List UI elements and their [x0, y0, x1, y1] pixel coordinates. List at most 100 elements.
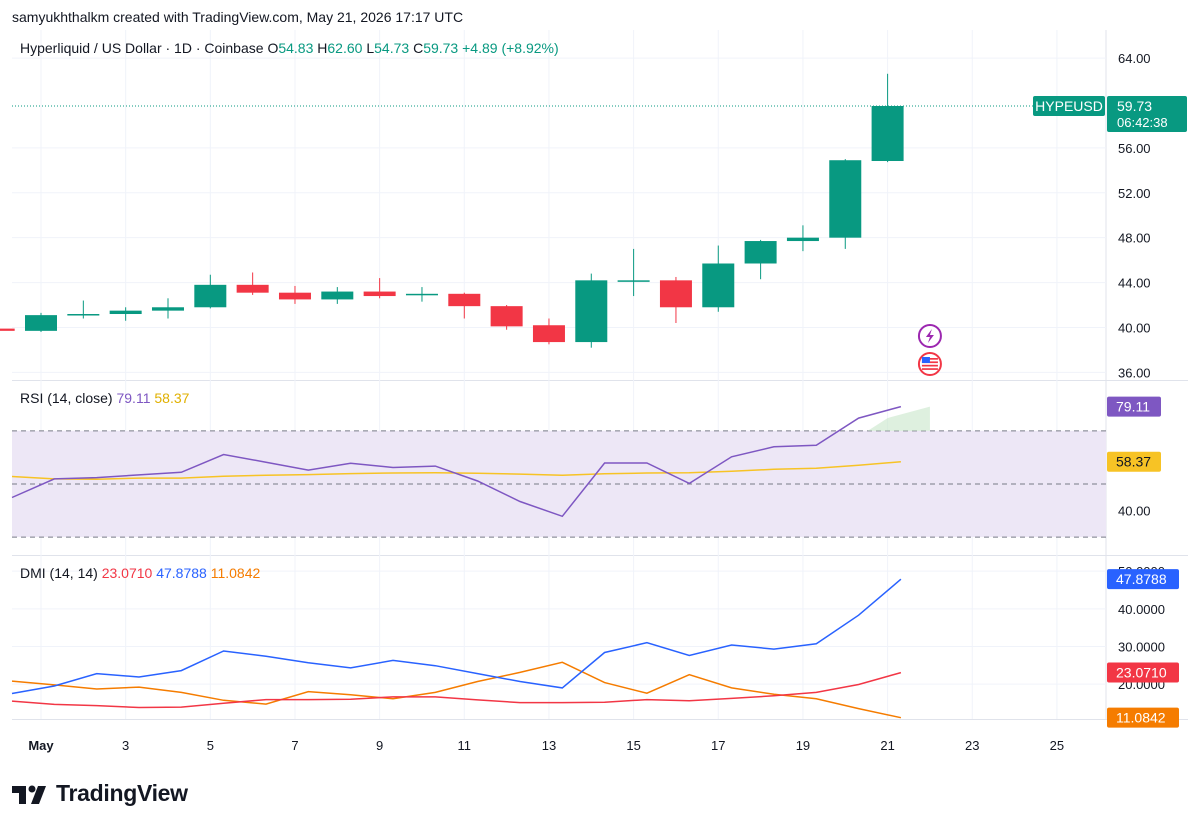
- price-legend-part: 54.73: [374, 40, 413, 56]
- dmi-axis-tick-label: 40.0000: [1118, 602, 1165, 617]
- candle-body: [744, 241, 777, 264]
- price-legend-part: C: [413, 40, 423, 56]
- candle-body: [109, 310, 142, 315]
- candle[interactable]: [405, 287, 438, 302]
- candle[interactable]: [490, 305, 523, 330]
- candle-body: [278, 292, 311, 300]
- rsi-ma-value-tag-label: 58.37: [1116, 454, 1151, 470]
- tradingview-logo-icon: [12, 785, 46, 804]
- price-legend-part: H: [317, 40, 327, 56]
- current-price-tag: [1107, 95, 1187, 132]
- rsi-value-tag-label: 79.11: [1116, 399, 1150, 415]
- bar-countdown: 06:42:38: [1117, 115, 1168, 130]
- candle[interactable]: [829, 159, 862, 249]
- candle-body: [25, 315, 57, 331]
- rsi-ma-value-tag: [1107, 451, 1161, 472]
- candle[interactable]: [0, 327, 15, 331]
- chart-canvas[interactable]: 64.00 56.00 52.00 48.00 44.00 40.00 36.00 May 3 5…: [0, 0, 1200, 780]
- candle-body: [702, 263, 735, 308]
- price-legend-part: L: [366, 40, 374, 56]
- us-flag-event-icon[interactable]: [917, 352, 942, 376]
- ticker-tag: [1033, 95, 1105, 116]
- price-axis-tick-label: 44.00: [1118, 276, 1151, 291]
- rsi-axis-tick-label: 40.00: [1118, 504, 1151, 519]
- dmi-legend-part: 23.0710: [102, 565, 157, 581]
- lightning-glyph: [925, 329, 934, 343]
- candle[interactable]: [744, 239, 777, 280]
- us-flag-circle: [917, 352, 942, 376]
- candle-body: [617, 280, 650, 282]
- candle-body: [67, 314, 100, 316]
- flag-stripe: [921, 368, 938, 370]
- price-legend-part: +4.89 (+8.92%): [462, 40, 559, 56]
- candle-body: [448, 293, 481, 307]
- candle[interactable]: [25, 312, 57, 332]
- candle[interactable]: [363, 278, 396, 299]
- price-legend-part: 62.60: [327, 40, 366, 56]
- time-axis-label: 9: [376, 738, 383, 753]
- time-axis-label: 11: [458, 738, 472, 753]
- price-axis-tick-label: 64.00: [1118, 51, 1151, 66]
- dmi-legend-part: 47.8788: [156, 565, 211, 581]
- tradingview-logo[interactable]: TradingView: [12, 780, 188, 807]
- lightning-event-icon[interactable]: [917, 324, 942, 348]
- candle[interactable]: [321, 287, 354, 304]
- candle[interactable]: [702, 245, 735, 312]
- candle[interactable]: [236, 272, 269, 295]
- dmi-adx-tag-label: 23.0710: [1116, 665, 1167, 681]
- candle-body: [532, 325, 565, 343]
- candle[interactable]: [67, 300, 100, 319]
- candle-body: [363, 291, 396, 297]
- current-price-value: 59.73: [1117, 98, 1152, 114]
- price-legend: Hyperliquid / US Dollar · 1D · Coinbase …: [20, 40, 559, 56]
- candle-body: [871, 105, 904, 162]
- dmi-plus-di-line: [11, 578, 902, 695]
- candle[interactable]: [786, 225, 819, 252]
- rsi-line: [11, 405, 902, 518]
- candle[interactable]: [278, 285, 311, 304]
- rsi-value-tag: [1107, 396, 1161, 417]
- candle-body: [659, 280, 692, 308]
- candle-body: [194, 284, 227, 308]
- candle-body: [0, 328, 15, 331]
- price-legend-part: 54.83: [278, 40, 317, 56]
- candle[interactable]: [194, 274, 227, 309]
- price-axis-tick-label: 48.00: [1118, 231, 1151, 246]
- price-legend-part: 59.73: [423, 40, 462, 56]
- candle[interactable]: [659, 276, 692, 323]
- dmi-plus-di-tag: [1107, 569, 1179, 590]
- candle[interactable]: [151, 298, 184, 319]
- candle[interactable]: [871, 73, 904, 163]
- time-axis-label: 17: [711, 738, 725, 753]
- price-axis-tick-label: 52.00: [1118, 186, 1151, 201]
- dmi-minus-di-line: [11, 661, 902, 719]
- flag-stripe: [921, 364, 938, 367]
- dmi-legend-part: DMI (14, 14): [20, 565, 102, 581]
- time-axis-label: 5: [207, 738, 214, 753]
- candle[interactable]: [448, 292, 481, 319]
- time-axis-label: 15: [626, 738, 640, 753]
- time-axis-label: 21: [880, 738, 894, 753]
- rsi-overbought-fill: [867, 406, 930, 431]
- time-axis-label: 19: [796, 738, 810, 753]
- dmi-axis-tick-label: 30.0000: [1118, 639, 1165, 654]
- rsi-legend-part: 58.37: [154, 390, 189, 406]
- candle[interactable]: [532, 318, 565, 345]
- candle[interactable]: [575, 273, 608, 348]
- candle[interactable]: [617, 248, 650, 297]
- candle[interactable]: [109, 307, 142, 321]
- price-axis-tick-label: 36.00: [1118, 365, 1151, 380]
- dmi-plus-di-tag-label: 47.8788: [1116, 571, 1167, 587]
- candle-body: [151, 307, 184, 311]
- candle-body: [786, 237, 819, 242]
- time-axis-label: 25: [1050, 738, 1064, 753]
- candle-body: [405, 293, 438, 296]
- dmi-adx-tag: [1107, 662, 1179, 683]
- rsi-legend-part: 79.11: [116, 390, 154, 406]
- dmi-adx-line: [11, 671, 902, 709]
- time-axis-label: 23: [965, 738, 979, 753]
- candle-body: [490, 306, 523, 327]
- candle-body: [321, 291, 354, 300]
- candle-body: [575, 280, 608, 343]
- tradingview-logo-text: TradingView: [56, 780, 188, 806]
